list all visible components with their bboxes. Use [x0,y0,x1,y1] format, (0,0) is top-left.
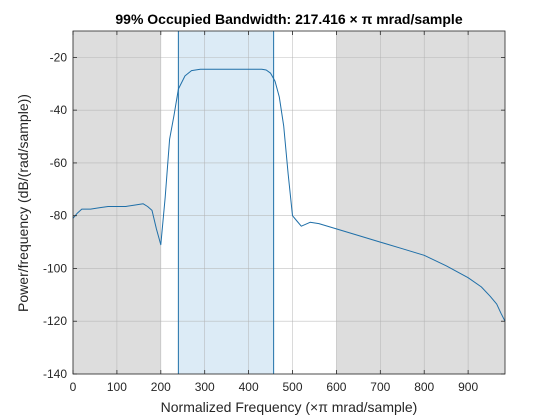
y-tick-label: -140 [43,367,67,381]
y-axis-label: Power/frequency (dB/(rad/sample)) [15,94,31,312]
x-tick-label: 400 [239,380,259,394]
x-tick-label: 0 [70,380,77,394]
occupied-band [178,31,274,374]
y-tick-label: -120 [43,314,67,328]
series-line-0 [72,68,506,322]
x-axis-label: Normalized Frequency (×π mrad/sample) [161,399,418,415]
x-tick-label: 900 [458,380,478,394]
x-tick-label: 200 [151,380,171,394]
y-tick-label: -20 [50,50,68,64]
plot-area: 0 100 200 300 400 500 600 700 800 900 -140 -120 -100… [43,30,506,394]
x-tick-label: 300 [195,380,215,394]
x-tick-label: 800 [414,380,434,394]
y-tick-label: -80 [50,209,68,223]
x-tick-label: 600 [326,380,346,394]
x-tick-label: 100 [107,380,127,394]
y-tick-label: -60 [50,156,68,170]
axes-box [72,30,506,375]
y-tick-label: -40 [50,103,68,117]
chart-title: 99% Occupied Bandwidth: 217.416 × π mrad… [115,11,462,27]
x-tick-label: 700 [370,380,390,394]
x-tick-label: 500 [282,380,302,394]
y-tick-label: -100 [43,261,67,275]
shaded-region-1 [336,31,505,374]
